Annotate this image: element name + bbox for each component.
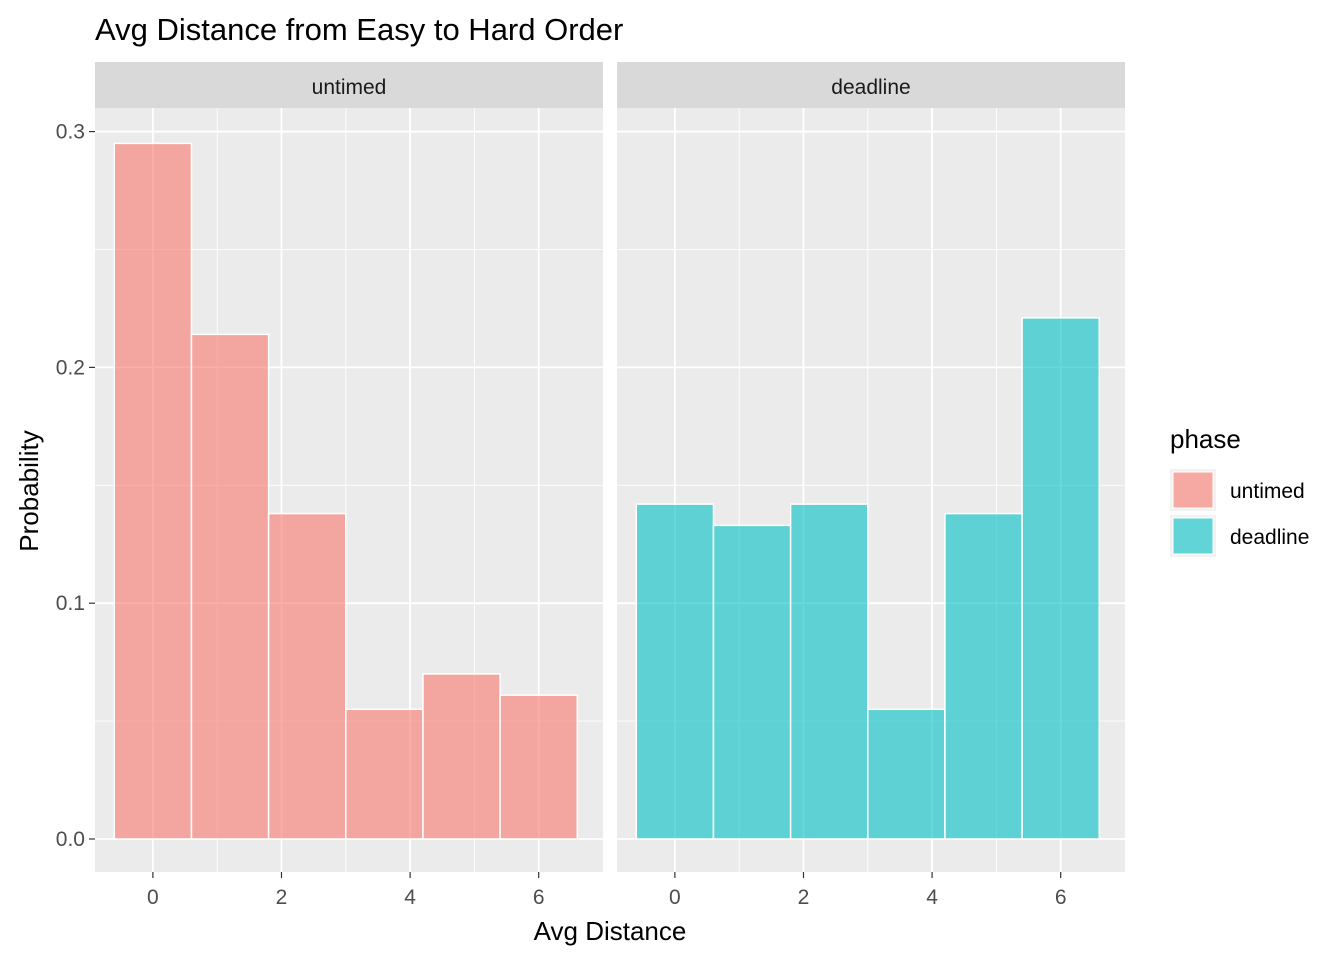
strip-background [95, 62, 603, 108]
histogram-bar [190, 333, 270, 840]
facet-panel-deadline: deadline 0 2 4 6 [617, 62, 1125, 909]
strip-background [617, 62, 1125, 108]
y-tick-label: 0.0 [56, 828, 85, 851]
histogram-bar [1021, 317, 1101, 840]
facet-panels: 0.0 0.1 0.2 0.3 untimed 0 2 4 6 deadline 0 2 4 6 [56, 62, 1125, 909]
y-axis-title: Probability [14, 430, 44, 551]
strip-label: deadline [831, 76, 910, 99]
x-tick-label: 6 [1055, 886, 1067, 909]
x-axis-title: Avg Distance [534, 916, 687, 946]
legend: phase untimed deadline [1170, 424, 1309, 557]
x-tick-label: 2 [798, 886, 810, 909]
legend-label-untimed: untimed [1230, 480, 1305, 503]
legend-label-deadline: deadline [1230, 526, 1309, 549]
chart-title: Avg Distance from Easy to Hard Order [95, 12, 623, 47]
x-tick-label: 2 [276, 886, 288, 909]
histogram-bar [867, 708, 946, 840]
histogram-bar [345, 708, 424, 840]
legend-swatch-deadline [1172, 517, 1214, 555]
strip-label: untimed [312, 76, 387, 99]
histogram-bar [712, 524, 792, 840]
y-tick-label: 0.3 [56, 121, 85, 144]
histogram-bar [635, 503, 715, 840]
histogram-bar [113, 142, 193, 840]
y-tick-label: 0.1 [56, 592, 85, 615]
x-tick-label: 0 [669, 886, 681, 909]
legend-title: phase [1170, 424, 1241, 454]
histogram-bar [789, 503, 869, 840]
x-tick-label: 4 [404, 886, 416, 909]
y-tick-label: 0.2 [56, 356, 85, 379]
histogram-bar [267, 512, 347, 840]
facet-panel-untimed: untimed 0 2 4 6 [95, 62, 603, 909]
histogram-bar [499, 694, 579, 840]
histogram-bar [944, 512, 1023, 840]
x-tick-label: 4 [926, 886, 938, 909]
histogram-bar [422, 673, 501, 840]
x-tick-label: 6 [533, 886, 545, 909]
legend-swatch-untimed [1172, 471, 1214, 509]
x-tick-label: 0 [147, 886, 159, 909]
